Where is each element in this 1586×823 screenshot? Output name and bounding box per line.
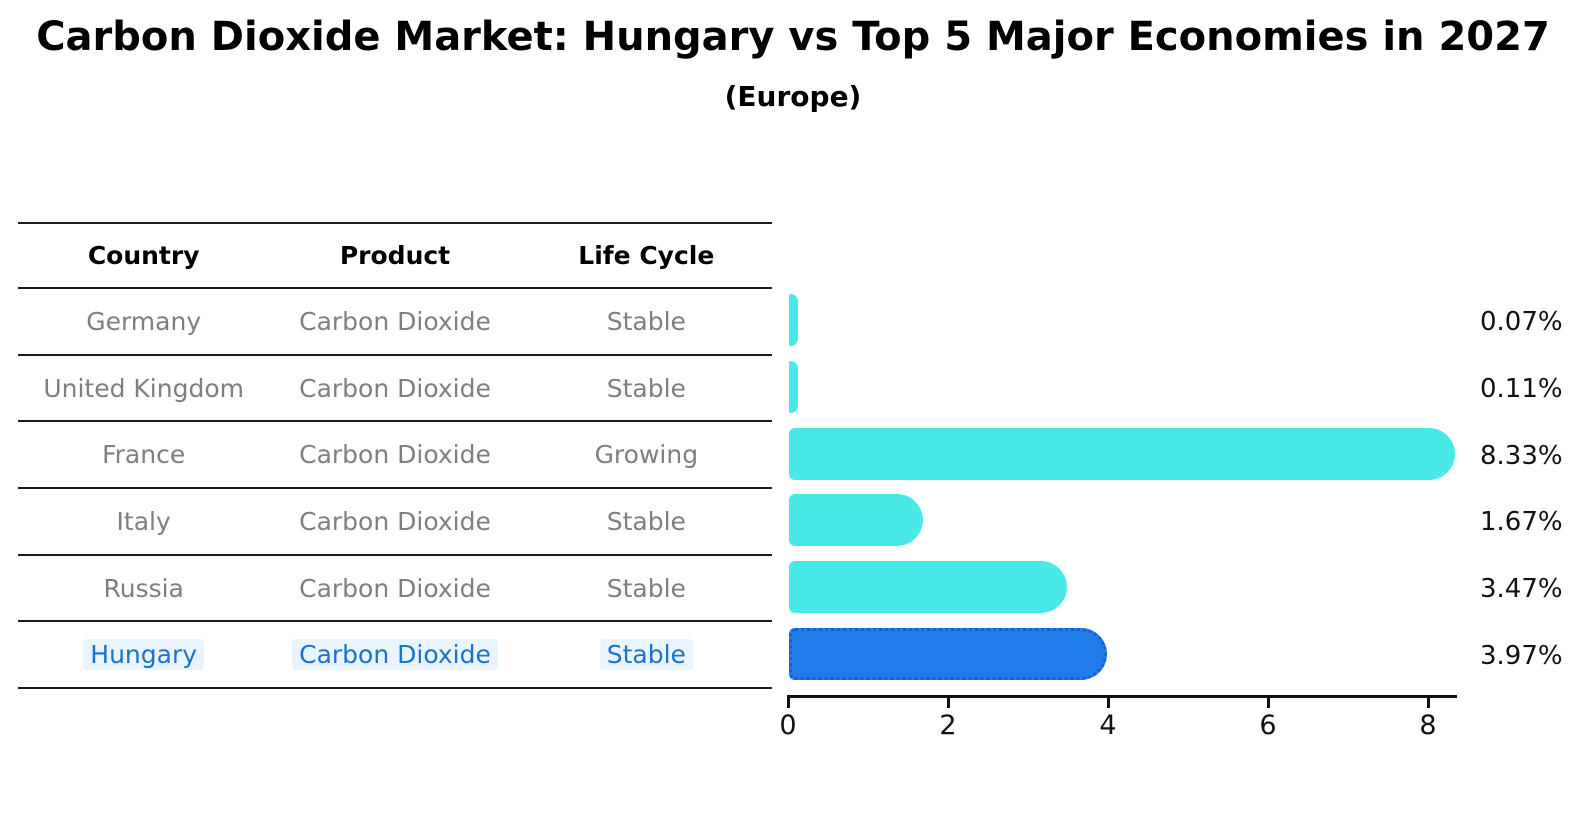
x-axis-line [787,695,1457,698]
value-label-russia: 3.47% [1480,574,1563,604]
chart-subtitle: (Europe) [724,80,862,113]
x-axis-tick [1427,695,1430,708]
cell-product: Carbon Dioxide [299,306,491,336]
x-axis-tick-label: 6 [1259,710,1277,741]
cell-country: Russia [103,573,184,603]
table-row: United Kingdom Carbon Dioxide Stable [18,356,772,423]
country-table: Country Product Life Cycle Germany Carbo… [18,222,772,690]
x-axis-tick [1267,695,1270,708]
x-axis-tick-label: 8 [1419,710,1437,741]
column-header-country: Country [87,241,200,270]
x-axis-tick-label: 0 [779,710,797,741]
value-label-germany: 0.07% [1480,307,1563,338]
cell-product: Carbon Dioxide [269,639,520,671]
table-header-row: Country Product Life Cycle [18,224,772,289]
cell-life-cycle: Stable [606,506,686,536]
cell-life-cycle: Stable [606,373,686,403]
cell-life-cycle: Stable [606,306,686,336]
bar-russia [789,561,1067,613]
x-axis-tick [947,695,950,708]
cell-product: Carbon Dioxide [299,440,491,470]
bar-france [789,427,1456,480]
x-axis-tick [1107,695,1110,708]
table-row: Germany Carbon Dioxide Stable [18,289,772,356]
bar-italy [789,494,923,547]
value-label-united-kingdom: 0.11% [1480,374,1563,404]
table-row-highlight-hungary: Hungary Carbon Dioxide Stable [18,622,772,690]
cell-life-cycle: Growing [594,440,699,470]
cell-life-cycle: Stable [606,573,686,603]
cell-country: United Kingdom [43,373,244,403]
value-label-hungary: 3.97% [1480,640,1563,671]
x-axis-tick-label: 4 [1099,710,1117,741]
table-row: Russia Carbon Dioxide Stable [18,556,772,623]
cell-product: Carbon Dioxide [299,506,491,536]
cell-product: Carbon Dioxide [299,573,491,603]
bar-united-kingdom [789,361,798,413]
value-label-italy: 1.67% [1480,507,1563,538]
cell-product: Carbon Dioxide [299,373,491,403]
table-row: France Carbon Dioxide Growing [18,422,772,490]
bar-hungary [789,627,1107,680]
column-header-product: Product [339,241,451,270]
cell-life-cycle: Stable [521,639,772,671]
value-label-france: 8.33% [1480,440,1563,471]
cell-country: Italy [116,506,171,536]
cell-country: Hungary [18,639,269,671]
table-row: Italy Carbon Dioxide Stable [18,489,772,556]
column-header-life-cycle: Life Cycle [578,241,715,270]
bar-germany [789,294,798,347]
chart-title: Carbon Dioxide Market: Hungary vs Top 5 … [36,14,1550,60]
cell-country: Germany [86,306,202,336]
x-axis-tick [787,695,790,708]
cell-country: France [102,440,186,470]
x-axis-tick-label: 2 [939,710,957,741]
